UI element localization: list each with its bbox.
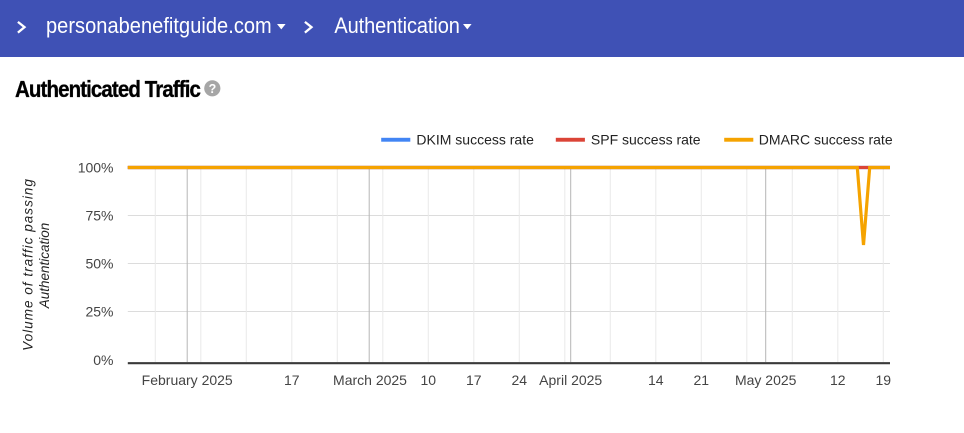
svg-text:Volume of traffic passing: Volume of traffic passing <box>21 178 36 351</box>
svg-text:25%: 25% <box>85 304 113 320</box>
svg-text:SPF success rate: SPF success rate <box>591 132 701 148</box>
svg-text:February 2025: February 2025 <box>142 372 233 388</box>
svg-text:24: 24 <box>512 372 528 388</box>
svg-text:19: 19 <box>876 372 892 388</box>
svg-text:17: 17 <box>466 372 482 388</box>
svg-text:DMARC success rate: DMARC success rate <box>759 132 893 148</box>
svg-text:DKIM success rate: DKIM success rate <box>416 132 534 148</box>
svg-text:?: ? <box>208 82 216 96</box>
svg-text:10: 10 <box>421 372 437 388</box>
svg-text:12: 12 <box>830 372 846 388</box>
svg-text:17: 17 <box>284 372 300 388</box>
svg-text:Authentication: Authentication <box>37 223 52 310</box>
svg-text:100%: 100% <box>78 160 114 176</box>
svg-text:0%: 0% <box>93 352 113 368</box>
svg-text:March 2025: March 2025 <box>333 372 407 388</box>
svg-text:14: 14 <box>648 372 664 388</box>
svg-text:50%: 50% <box>85 256 113 272</box>
svg-text:May 2025: May 2025 <box>735 372 797 388</box>
svg-text:21: 21 <box>694 372 710 388</box>
svg-text:75%: 75% <box>85 208 113 224</box>
svg-text:April 2025: April 2025 <box>539 372 602 388</box>
